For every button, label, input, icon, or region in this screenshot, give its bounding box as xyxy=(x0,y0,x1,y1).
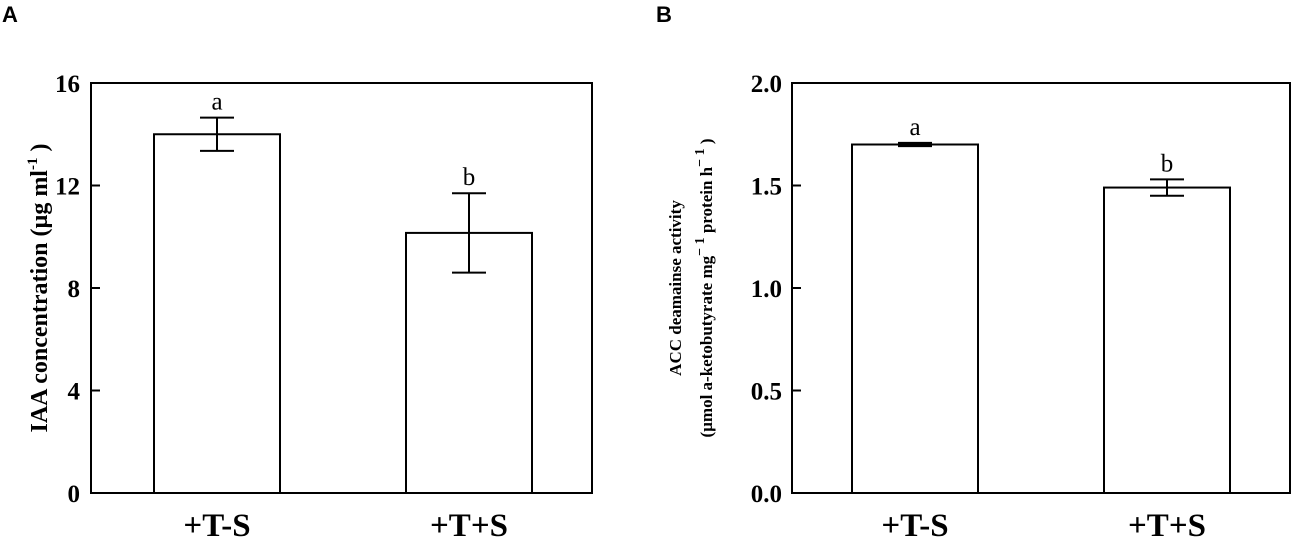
y-tick-label: 8 xyxy=(68,276,81,303)
x-category-label: +T+S xyxy=(1128,508,1206,542)
y-tick-label: 16 xyxy=(55,71,80,98)
y-tick-label: 0.0 xyxy=(751,481,782,508)
y-tick-label: 0 xyxy=(68,481,81,508)
bar-t-s xyxy=(851,143,979,494)
significance-letter: a xyxy=(211,89,222,116)
significance-letter: b xyxy=(1161,150,1174,177)
y-tick-label: 1.0 xyxy=(751,276,782,303)
panel-letter-a: A xyxy=(2,2,18,27)
y-tick-label: 2.0 xyxy=(751,71,782,98)
y-axis-label-b-line1: ACC deamainse activity xyxy=(666,200,685,376)
x-category-label: +T-S xyxy=(183,508,250,542)
significance-letter: a xyxy=(909,114,920,141)
y-tick-label: 0.5 xyxy=(751,379,782,406)
chart-panel-b: B ACC deamainse activity (µmol a-ketobut… xyxy=(656,2,1291,542)
y-tick-label: 1.5 xyxy=(751,174,782,201)
bars-a: a +T-S b +T+S xyxy=(153,89,533,542)
bar-t-s xyxy=(1103,186,1231,495)
y-axis-label-b-line2: (µmol a-ketobutyrate mg− 1 protein h− 1 … xyxy=(693,138,716,437)
panel-letter-b: B xyxy=(656,2,672,27)
x-category-label: +T+S xyxy=(430,508,508,542)
bars-b: a +T-S b +T+S xyxy=(851,114,1231,542)
x-category-label: +T-S xyxy=(881,508,948,542)
bar-t-s xyxy=(405,231,533,494)
significance-letter: b xyxy=(463,164,476,191)
bar-t-s xyxy=(153,133,281,494)
y-ticks-a: 0 4 8 12 16 xyxy=(55,71,100,508)
y-tick-label: 12 xyxy=(55,174,80,201)
y-tick-label: 4 xyxy=(68,379,81,406)
y-ticks-b: 0.0 0.5 1.0 1.5 2.0 xyxy=(751,71,801,508)
y-axis-label-a: IAA concentration (µg ml-1 ) xyxy=(25,144,53,433)
chart-panel-a: A IAA concentration (µg ml-1 ) 0 4 8 12 16 a… xyxy=(2,2,593,542)
